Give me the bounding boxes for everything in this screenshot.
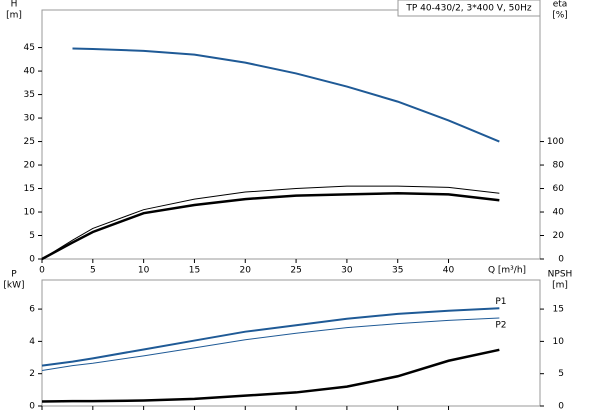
y2-tick-label: 100 bbox=[547, 137, 564, 147]
y2-axis-label: NPSH bbox=[548, 270, 573, 280]
x-axis-label: Q [m³/h] bbox=[488, 266, 526, 276]
chart-title: TP 40-430/2, 3*400 V, 50Hz bbox=[405, 4, 532, 14]
y-tick-label: 30 bbox=[24, 114, 36, 124]
y-axis-label: P bbox=[11, 270, 17, 280]
x-tick-label: 5 bbox=[90, 266, 96, 276]
y-tick-label: 5 bbox=[29, 231, 35, 241]
y-tick-label: 0 bbox=[29, 402, 35, 412]
y2-tick-label: 60 bbox=[553, 184, 565, 194]
x-tick-label: 15 bbox=[189, 266, 200, 276]
y2-tick-label: 80 bbox=[553, 161, 565, 171]
y-tick-label: 20 bbox=[24, 161, 36, 171]
y2-tick-label: 10 bbox=[553, 337, 565, 347]
y2-tick-label: 15 bbox=[553, 305, 564, 315]
y2-axis-label: [%] bbox=[552, 11, 568, 21]
title-box bbox=[397, 0, 541, 17]
y2-axis-label: eta bbox=[553, 0, 568, 10]
y2-axis-label: [m] bbox=[552, 281, 568, 291]
x-tick-label: 20 bbox=[240, 266, 252, 276]
series-line bbox=[41, 185, 500, 260]
series-line bbox=[41, 307, 500, 367]
x-tick-label: 25 bbox=[290, 266, 301, 276]
y-tick-label: 10 bbox=[24, 208, 36, 218]
y2-tick-label: 20 bbox=[553, 231, 565, 241]
y2-tick-label: 0 bbox=[558, 255, 564, 265]
series-line bbox=[72, 47, 500, 143]
x-tick-label: 0 bbox=[39, 266, 45, 276]
y-tick-label: 45 bbox=[24, 43, 35, 53]
plot-frame bbox=[41, 279, 541, 407]
y-axis-label: [kW] bbox=[3, 281, 24, 291]
y-tick-label: 25 bbox=[24, 137, 35, 147]
x-tick-label: 35 bbox=[392, 266, 403, 276]
y-tick-label: 2 bbox=[29, 369, 35, 379]
y-tick-label: 35 bbox=[24, 90, 35, 100]
x-tick-label: 30 bbox=[341, 266, 353, 276]
y2-tick-label: 0 bbox=[558, 402, 564, 412]
y-tick-label: 40 bbox=[24, 67, 36, 77]
plot-frame bbox=[41, 9, 541, 260]
x-tick-label: 10 bbox=[138, 266, 150, 276]
series-line bbox=[41, 317, 500, 371]
y2-tick-label: 40 bbox=[553, 208, 565, 218]
series-line bbox=[41, 191, 500, 261]
y-axis-label: [m] bbox=[6, 11, 22, 21]
y-tick-label: 6 bbox=[29, 305, 35, 315]
y2-tick-label: 5 bbox=[558, 369, 564, 379]
series-label: P1 bbox=[495, 297, 506, 307]
y-axis-label: H bbox=[11, 0, 18, 10]
series-label: P2 bbox=[495, 320, 506, 330]
x-tick-label: 40 bbox=[443, 266, 455, 276]
y-tick-label: 0 bbox=[29, 255, 35, 265]
y-tick-label: 4 bbox=[29, 337, 35, 347]
series-line bbox=[41, 348, 500, 403]
y-tick-label: 15 bbox=[24, 184, 35, 194]
